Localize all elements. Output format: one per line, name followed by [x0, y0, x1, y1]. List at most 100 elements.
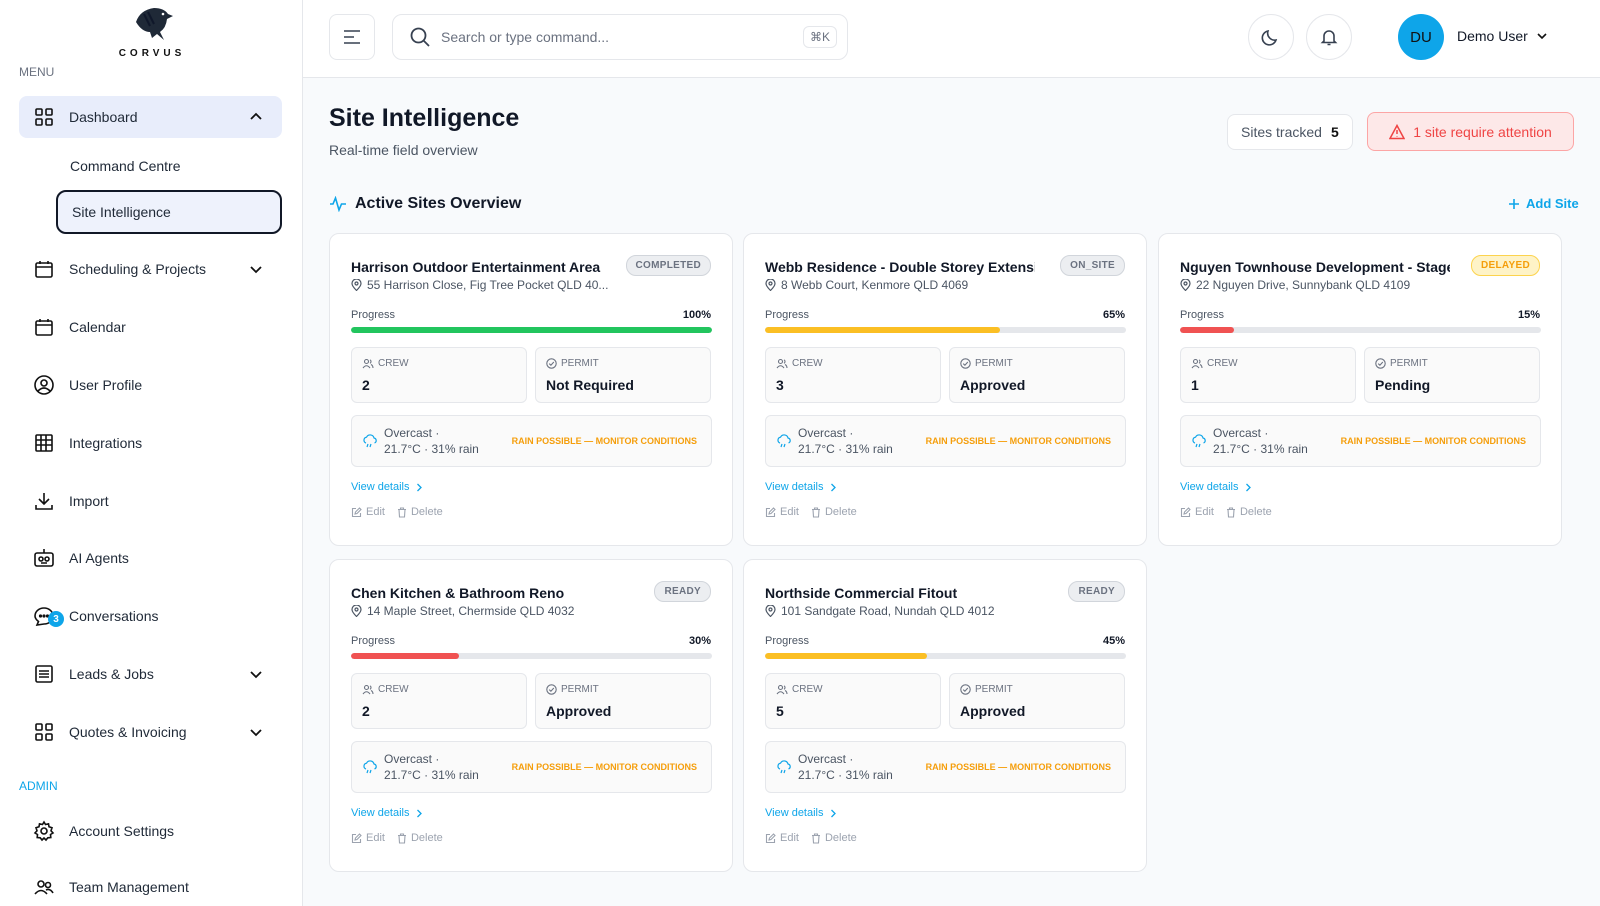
sidebar-item-user-profile[interactable]: User Profile: [19, 364, 282, 406]
view-details-link[interactable]: View details: [765, 481, 837, 493]
check-circle-icon: [960, 684, 971, 695]
site-card[interactable]: Harrison Outdoor Entertainment Area COMP…: [329, 233, 733, 546]
sidebar-subitem-command-centre[interactable]: Command Centre: [56, 144, 282, 188]
view-details-link[interactable]: View details: [1180, 481, 1252, 493]
site-title: Webb Residence - Double Storey Extension: [765, 259, 1035, 275]
weather-box: Overcast · 21.7°C · 31% rain RAIN POSSIB…: [765, 415, 1126, 467]
delete-button[interactable]: Delete: [397, 506, 443, 518]
progress-bar-fill: [351, 327, 712, 333]
sidebar-item-integrations[interactable]: Integrations: [19, 422, 282, 464]
crew-box: CREW 1: [1180, 347, 1356, 403]
chevron-down-icon[interactable]: [246, 722, 266, 742]
search-bar[interactable]: ⌘K: [392, 14, 848, 60]
sidebar-item-scheduling-projects[interactable]: Scheduling & Projects: [19, 248, 282, 290]
progress-bar: [765, 653, 1126, 659]
notifications-button[interactable]: [1306, 14, 1352, 60]
chevron-down-icon[interactable]: [246, 664, 266, 684]
sidebar-item-label: Leads & Jobs: [69, 666, 154, 682]
permit-box: PERMIT Not Required: [535, 347, 711, 403]
sidebar-item-account-settings[interactable]: Account Settings: [19, 810, 282, 852]
progress-bar: [351, 327, 712, 333]
address-text: 22 Nguyen Drive, Sunnybank QLD 4109: [1196, 278, 1411, 292]
sidebar-item-import[interactable]: Import: [19, 480, 282, 522]
site-card[interactable]: Northside Commercial Fitout READY 101 Sa…: [743, 559, 1147, 872]
site-title: Nguyen Townhouse Development - Stage 1: [1180, 259, 1450, 275]
progress-value: 100%: [682, 309, 711, 321]
delete-button[interactable]: Delete: [811, 506, 857, 518]
weather-details: 21.7°C · 31% rain: [384, 768, 479, 782]
edit-button[interactable]: Edit: [765, 506, 799, 518]
sidebar-item-leads-jobs[interactable]: Leads & Jobs: [19, 653, 282, 695]
weather-details: 21.7°C · 31% rain: [798, 442, 893, 456]
status-badge: READY: [654, 581, 711, 602]
site-card[interactable]: Chen Kitchen & Bathroom Reno READY 14 Ma…: [329, 559, 733, 872]
edit-button[interactable]: Edit: [351, 832, 385, 844]
crew-label-row: CREW: [776, 684, 823, 695]
list-icon: [31, 661, 57, 687]
map-pin-icon: [351, 605, 362, 617]
weather-details: 21.7°C · 31% rain: [384, 442, 479, 456]
crew-label-row: CREW: [362, 358, 409, 369]
edit-label: Edit: [366, 506, 385, 518]
address-text: 101 Sandgate Road, Nundah QLD 4012: [781, 604, 995, 618]
edit-button[interactable]: Edit: [765, 832, 799, 844]
site-card[interactable]: Webb Residence - Double Storey Extension…: [743, 233, 1147, 546]
user-menu[interactable]: Demo User: [1457, 28, 1548, 44]
edit-button[interactable]: Edit: [1180, 506, 1214, 518]
sidebar-item-calendar[interactable]: Calendar: [19, 306, 282, 348]
site-card[interactable]: Nguyen Townhouse Development - Stage 1 D…: [1158, 233, 1562, 546]
permit-value: Approved: [960, 703, 1026, 719]
trash-icon: [1226, 506, 1235, 518]
users-icon: [362, 358, 374, 369]
chevron-down-icon[interactable]: [246, 259, 266, 279]
chevron-up-icon[interactable]: [246, 107, 266, 127]
sidebar-subitem-site-intelligence[interactable]: Site Intelligence: [56, 190, 282, 234]
map-pin-icon: [765, 279, 776, 291]
user-circle-icon: [31, 372, 57, 398]
crew-label: CREW: [1207, 358, 1238, 369]
view-details-link[interactable]: View details: [351, 481, 423, 493]
view-details-label: View details: [1180, 481, 1239, 493]
attention-alert[interactable]: 1 site require attention: [1367, 112, 1574, 151]
delete-button[interactable]: Delete: [1226, 506, 1272, 518]
edit-button[interactable]: Edit: [351, 506, 385, 518]
sidebar-item-quotes-invoicing[interactable]: Quotes & Invoicing: [19, 711, 282, 753]
add-site-button[interactable]: Add Site: [1508, 196, 1579, 211]
progress-value: 65%: [1102, 309, 1125, 321]
progress-value: 45%: [1102, 635, 1125, 647]
user-name: Demo User: [1457, 28, 1528, 44]
warning-triangle-icon: [1389, 123, 1406, 139]
search-input[interactable]: [441, 29, 803, 45]
crew-label: CREW: [792, 358, 823, 369]
permit-label: PERMIT: [561, 358, 599, 369]
delete-label: Delete: [824, 506, 857, 518]
theme-toggle-button[interactable]: [1248, 14, 1294, 60]
weather-text: Overcast · 21.7°C · 31% rain: [384, 751, 479, 783]
logo[interactable]: CORVUS: [110, 4, 194, 59]
check-circle-icon: [546, 358, 557, 369]
card-actions: Edit Delete: [765, 506, 857, 518]
hamburger-icon: [344, 30, 360, 44]
sidebar-item-label: Conversations: [69, 608, 159, 624]
cloud-rain-icon: [363, 760, 377, 774]
sidebar-item-ai-agents[interactable]: AI Agents: [19, 537, 282, 579]
progress-bar-fill: [765, 653, 928, 659]
sidebar-item-label: AI Agents: [69, 550, 129, 566]
sidebar-item-dashboard[interactable]: Dashboard: [19, 96, 282, 138]
grid-icon: [31, 104, 57, 130]
view-details-link[interactable]: View details: [765, 807, 837, 819]
chevron-right-icon: [830, 809, 836, 817]
crew-box: CREW 5: [765, 673, 941, 729]
card-actions: Edit Delete: [1180, 506, 1272, 518]
view-details-link[interactable]: View details: [351, 807, 423, 819]
gear-icon: [31, 818, 57, 844]
permit-label-row: PERMIT: [1375, 358, 1428, 369]
menu-toggle-button[interactable]: [329, 14, 375, 60]
sidebar-item-team-management[interactable]: Team Management: [19, 866, 282, 906]
delete-button[interactable]: Delete: [811, 832, 857, 844]
delete-button[interactable]: Delete: [397, 832, 443, 844]
view-details-label: View details: [765, 481, 824, 493]
avatar[interactable]: DU: [1398, 14, 1444, 60]
map-pin-icon: [351, 279, 362, 291]
sidebar-item-label: Calendar: [69, 319, 126, 335]
